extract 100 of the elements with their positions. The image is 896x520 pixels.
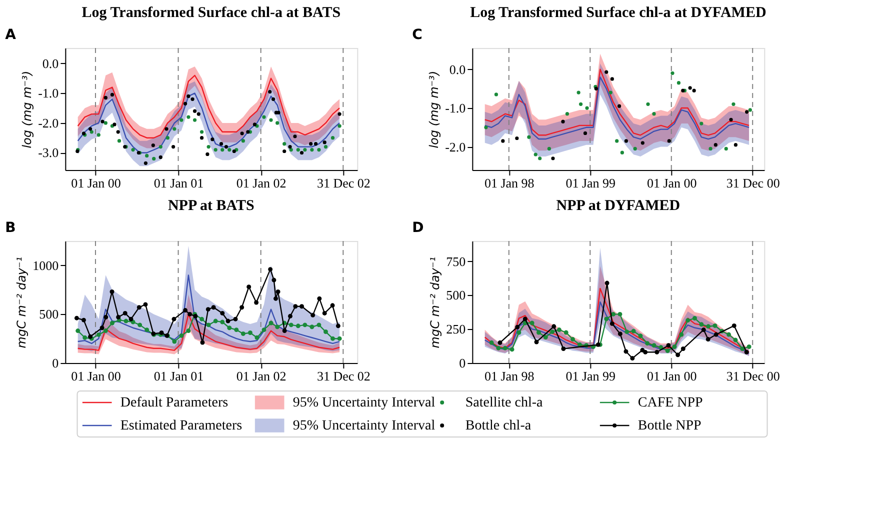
point [708,146,712,150]
point [220,148,224,152]
point [110,290,114,294]
point [110,92,114,97]
point [706,324,711,329]
point [624,330,630,334]
point [252,122,257,126]
point [665,348,670,354]
point [330,336,335,341]
point [620,150,624,154]
x-tick-label: 01 Jan 00 [646,368,697,384]
point [81,318,86,322]
point [692,316,697,320]
point [190,97,194,101]
point [268,267,273,272]
point [74,316,79,320]
point [276,290,280,294]
y-tick-label: 0 [52,356,59,370]
y-tick-label: 750 [446,254,466,269]
text: A [5,27,16,43]
point [206,152,210,156]
point [288,322,294,328]
point [570,337,576,342]
point [300,150,304,155]
text: D [412,220,424,236]
point [676,352,680,358]
line-series [484,68,750,136]
point [744,350,749,354]
point [310,148,314,152]
point [322,310,327,316]
y-tick-label: 250 [446,322,466,337]
point [547,146,551,150]
point [143,302,148,307]
y-tick-label: 0.0 [42,56,59,71]
point [534,340,539,344]
point [302,322,308,328]
point [633,146,637,150]
point [583,131,588,136]
point [136,305,142,310]
point [502,346,508,350]
point [317,296,322,301]
point [316,322,322,328]
point [186,328,191,334]
point [233,316,238,322]
point [276,110,280,114]
point [200,340,205,345]
point [158,155,162,160]
text: 95% Uncertainty Interval [292,418,436,434]
x-tick-label: 01 Jan 01 [154,176,204,190]
y-tick-label: -3.0 [38,145,59,160]
y-tick-label: 0 [459,356,466,370]
point [536,330,541,335]
point [271,97,276,101]
point [748,108,752,112]
point [90,130,94,134]
point [110,320,114,326]
point [746,344,752,349]
point [510,347,514,352]
point [516,330,522,335]
line-series [77,314,340,351]
point [131,148,135,152]
chart-title: Log Transformed Surface chl-a at DYFAMED [470,5,766,21]
point [645,341,650,346]
point [561,120,565,124]
line-series [484,301,750,354]
point [288,144,292,149]
point [186,115,190,119]
point [144,161,148,165]
point [104,121,108,125]
point [96,133,100,137]
x-tick-label: 01 Jan 99 [566,368,616,384]
point [82,335,88,340]
point [103,328,108,334]
point [740,346,745,351]
y-tick-label: 1000 [32,258,59,273]
point [699,322,704,327]
point [213,318,218,324]
point [610,77,614,81]
point [604,280,610,286]
point [617,104,622,108]
point [578,102,583,106]
point [76,328,80,334]
point [551,156,555,160]
point [729,118,733,122]
chart-title: NPP at DYFAMED [556,198,680,214]
point [564,330,568,335]
point [489,340,494,345]
x-tick-label: 01 Jan 00 [646,176,697,190]
point [224,144,228,149]
point [496,346,501,350]
point [565,112,570,116]
point [498,340,502,345]
x-tick-label: 31 Dec 00 [726,176,780,190]
point [293,134,297,138]
point [293,304,298,309]
x-tick-label: 01 Jan 02 [236,176,286,190]
point [706,337,710,342]
point [337,336,342,341]
x-tick-label: 31 Dec 02 [316,176,370,190]
point [314,142,318,146]
